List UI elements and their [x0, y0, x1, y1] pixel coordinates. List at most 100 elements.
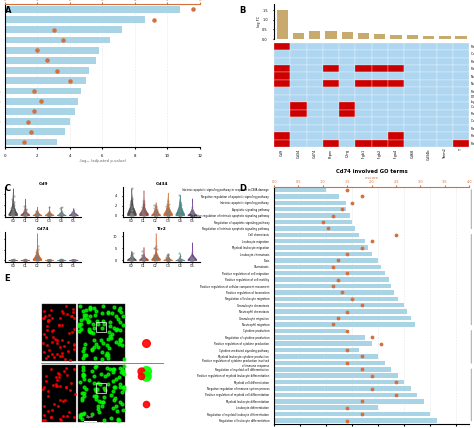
- Title: Cd34: Cd34: [155, 182, 168, 186]
- Point: [46, 257, 53, 264]
- Point: [56, 257, 64, 264]
- Point: [56, 211, 64, 218]
- Point: [8, 257, 16, 264]
- Point: [20, 212, 27, 219]
- Point: [9, 199, 17, 205]
- Bar: [356, 110, 372, 117]
- Point: [32, 256, 40, 262]
- Point: [8, 196, 16, 202]
- Bar: [291, 72, 307, 80]
- Point: [139, 209, 146, 216]
- Bar: [274, 80, 291, 87]
- Point: [188, 254, 195, 261]
- Point: [82, 352, 90, 359]
- Point: [114, 315, 122, 322]
- Point: [69, 257, 76, 264]
- Point: [138, 256, 146, 262]
- Point: [128, 195, 136, 202]
- Point: [153, 206, 160, 213]
- Point: [44, 388, 51, 395]
- Point: [112, 339, 120, 345]
- Point: [189, 211, 196, 218]
- Point: [90, 372, 98, 379]
- Point: [117, 305, 124, 312]
- Point: [66, 386, 74, 393]
- Point: [40, 411, 47, 418]
- Point: [138, 208, 146, 215]
- Point: [94, 380, 101, 386]
- Point: [163, 257, 171, 264]
- Point: [329, 263, 337, 270]
- Point: [33, 211, 40, 218]
- Point: [128, 185, 136, 192]
- Bar: [274, 405, 378, 410]
- Bar: [339, 57, 356, 65]
- Point: [81, 410, 88, 416]
- Point: [151, 256, 158, 262]
- Point: [24, 118, 31, 125]
- Bar: [291, 117, 307, 125]
- Point: [19, 211, 27, 218]
- Point: [188, 212, 196, 219]
- Point: [40, 307, 47, 314]
- Point: [33, 212, 40, 219]
- Point: [33, 212, 41, 219]
- Point: [33, 210, 40, 217]
- Point: [140, 201, 147, 208]
- Point: [68, 256, 76, 263]
- Point: [392, 392, 400, 398]
- Point: [95, 344, 102, 351]
- Point: [8, 211, 16, 218]
- Point: [58, 211, 66, 218]
- Point: [175, 256, 182, 263]
- Point: [56, 257, 64, 264]
- Point: [46, 256, 53, 263]
- Point: [176, 256, 184, 263]
- Bar: [453, 57, 469, 65]
- Bar: [404, 87, 420, 95]
- Point: [91, 336, 98, 343]
- Point: [22, 206, 29, 213]
- Bar: [453, 110, 469, 117]
- Point: [43, 57, 51, 64]
- Point: [176, 212, 184, 219]
- Point: [151, 256, 158, 263]
- Point: [65, 409, 73, 416]
- Bar: [339, 43, 356, 50]
- Point: [164, 208, 172, 215]
- Point: [112, 403, 120, 410]
- Point: [34, 212, 41, 219]
- Point: [34, 255, 42, 262]
- Point: [329, 212, 337, 219]
- Point: [49, 314, 56, 321]
- Point: [9, 209, 16, 216]
- Point: [82, 385, 89, 392]
- Point: [69, 212, 76, 219]
- Point: [176, 257, 184, 264]
- Bar: [388, 140, 404, 147]
- Point: [70, 342, 78, 348]
- Bar: [356, 50, 372, 57]
- Point: [164, 209, 172, 216]
- Point: [53, 67, 61, 74]
- Point: [8, 256, 15, 263]
- Point: [139, 197, 146, 204]
- Bar: [437, 140, 453, 147]
- Bar: [453, 140, 469, 147]
- Point: [32, 212, 40, 219]
- Point: [104, 351, 111, 358]
- Point: [344, 187, 351, 193]
- Point: [62, 383, 69, 390]
- Point: [69, 309, 77, 315]
- Point: [64, 372, 71, 378]
- Point: [153, 204, 160, 211]
- Point: [79, 395, 86, 402]
- Point: [107, 392, 115, 399]
- Point: [99, 318, 107, 325]
- Bar: [339, 110, 356, 117]
- Point: [348, 295, 356, 302]
- Point: [58, 256, 65, 263]
- Point: [91, 312, 98, 319]
- Bar: [388, 80, 404, 87]
- Point: [66, 357, 73, 363]
